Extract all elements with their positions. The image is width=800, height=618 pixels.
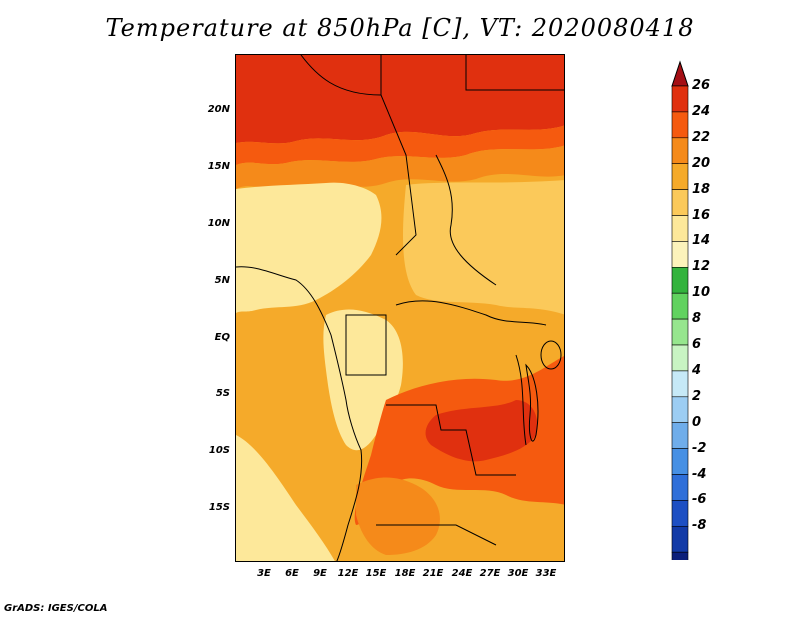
colorbar-tick-label: 16 (692, 207, 711, 223)
colorbar-tick-label: -2 (692, 440, 707, 456)
lat-label: 5S (215, 388, 230, 399)
colorbar-segment (671, 292, 689, 320)
band-24-26 (236, 125, 564, 165)
colorbar-tick-label: 14 (692, 233, 711, 249)
colorbar-segment (671, 163, 689, 190)
footer-credit: GrADS: IGES/COLA (4, 603, 108, 614)
cool-west-sahel (236, 182, 382, 313)
colorbar-segment (671, 474, 689, 501)
colorbar-tick-label: 2 (692, 388, 702, 404)
colorbar-tick-label: 0 (692, 414, 702, 430)
lon-label: 21E (422, 568, 444, 579)
country-borders (236, 55, 564, 561)
colorbar-tick-label: 4 (692, 362, 702, 378)
colorbar-segment (671, 189, 689, 216)
lon-label: 27E (479, 568, 501, 579)
lat-label: 15S (208, 502, 230, 513)
colorbar-segment (671, 448, 689, 475)
warm-south-area (356, 477, 440, 555)
band-22-24 (236, 145, 564, 189)
hot-core-interior (425, 400, 538, 462)
colorbar-segment (671, 318, 689, 346)
colorbar-segment (671, 215, 689, 242)
colorbar-tick-label: 6 (692, 337, 702, 352)
lon-label: 15E (365, 568, 387, 579)
lon-label: 12E (337, 568, 359, 579)
colorbar-segment (671, 85, 689, 113)
lake-tanganyika-shape (525, 363, 539, 442)
colorbar-tick-label: 20 (692, 155, 711, 171)
colorbar-tick-label: 22 (692, 129, 711, 145)
hot-band-north (236, 55, 564, 144)
lat-label: EQ (214, 332, 230, 343)
colorbar-tick-label: 24 (692, 103, 711, 119)
lon-label: 24E (451, 568, 473, 579)
map-panel (235, 54, 565, 562)
colorbar-segment (671, 344, 689, 372)
colorbar-tick-label: 10 (692, 285, 711, 301)
lat-label: 10N (207, 218, 230, 229)
colorbar-tick-label: -6 (692, 492, 707, 508)
temperature-map (236, 55, 564, 561)
chart-title: Temperature at 850hPa [C], VT: 202008041… (105, 14, 695, 42)
colorbar-tick-label: 8 (692, 311, 702, 327)
colorbar-segment (671, 137, 689, 165)
colorbar-segment (671, 551, 689, 560)
lon-label: 6E (285, 568, 299, 579)
lat-label: 10S (208, 445, 230, 456)
lon-label: 18E (394, 568, 416, 579)
colorbar-segment (671, 422, 689, 449)
lon-label: 33E (535, 568, 557, 579)
colorbar-tick-label: -4 (692, 466, 707, 482)
lat-label: 5N (214, 275, 230, 286)
cool-southwest-coast (236, 435, 335, 561)
colorbar-segment (671, 241, 689, 268)
lat-label: 20N (207, 104, 230, 115)
colorbar-segment (671, 396, 689, 423)
east-mild-zone (403, 180, 564, 315)
lat-label: 15N (207, 161, 230, 172)
colorbar-segment (671, 267, 689, 294)
colorbar-segment (671, 525, 689, 553)
colorbar-segment (671, 500, 689, 527)
colorbar-over-triangle (671, 60, 689, 87)
colorbar-tick-label: -8 (692, 518, 707, 534)
colorbar (671, 60, 689, 560)
colorbar-segment (671, 111, 689, 139)
lon-label: 3E (257, 568, 271, 579)
colorbar-tick-label: 18 (692, 181, 711, 197)
colorbar-tick-label: 26 (692, 78, 711, 93)
lon-label: 9E (313, 568, 327, 579)
colorbar-segment (671, 370, 689, 398)
lake-victoria-shape (540, 340, 562, 370)
lon-label: 30E (507, 568, 529, 579)
colorbar-tick-label: 12 (692, 259, 711, 275)
